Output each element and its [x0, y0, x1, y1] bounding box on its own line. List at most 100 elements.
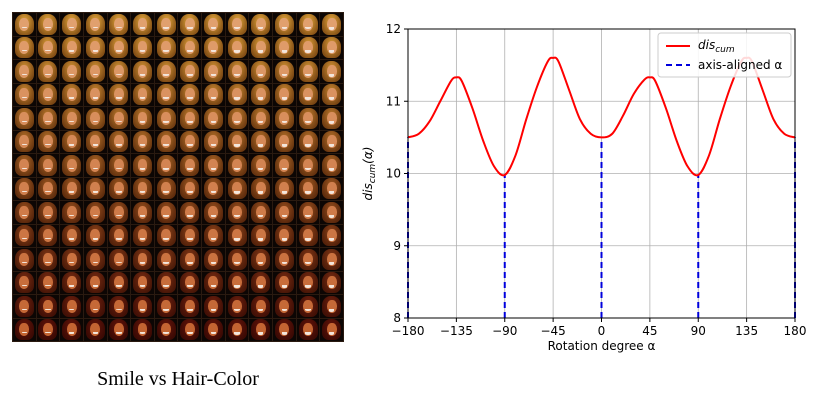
face-thumbnail [320, 154, 343, 177]
mouth [45, 332, 51, 334]
mouth [258, 191, 264, 194]
face-thumbnail [320, 130, 343, 153]
mouth [163, 285, 169, 288]
face [255, 323, 266, 337]
mouth [210, 50, 217, 53]
mouth [210, 167, 217, 170]
face [255, 299, 266, 313]
mouth [210, 97, 217, 100]
face-thumbnail [320, 107, 343, 130]
mouth [305, 50, 311, 53]
face-thumbnail [178, 201, 202, 224]
face-thumbnail [178, 295, 202, 318]
face-thumbnail [107, 318, 131, 341]
face [19, 229, 30, 243]
face-thumbnail [36, 83, 60, 106]
face-thumbnail [178, 107, 202, 130]
mouth [139, 214, 146, 217]
face [90, 17, 101, 31]
face-thumbnail [225, 60, 249, 83]
face-thumbnail [273, 60, 296, 83]
x-tick-label: −180 [392, 324, 425, 338]
mouth [281, 26, 288, 30]
x-tick-label: −90 [492, 324, 517, 338]
face [161, 276, 172, 290]
face-thumbnail [154, 248, 178, 271]
face-thumbnail [36, 224, 60, 247]
dis-cum-curve [407, 56, 796, 177]
mouth [163, 214, 169, 217]
mouth [281, 144, 288, 147]
face-thumbnail [273, 177, 296, 200]
mouth [258, 308, 264, 312]
mouth [163, 50, 169, 53]
face [113, 252, 124, 266]
face-thumbnail [60, 107, 83, 130]
face-thumbnail [296, 224, 320, 247]
face [90, 111, 101, 125]
face-thumbnail [202, 83, 225, 106]
mouth [328, 261, 335, 265]
face [184, 323, 195, 337]
mouth [21, 120, 28, 122]
face [208, 299, 219, 313]
mouth [210, 261, 217, 264]
mouth [305, 191, 311, 194]
mouth [21, 73, 28, 75]
face [255, 229, 266, 243]
face-thumbnail [60, 154, 83, 177]
face [90, 252, 101, 266]
face [208, 229, 219, 243]
face [19, 182, 30, 196]
mouth [234, 285, 240, 288]
mouth [305, 26, 311, 30]
mouth [187, 308, 193, 311]
mouth [45, 261, 51, 263]
mouth [21, 26, 28, 28]
mouth [234, 191, 240, 194]
face-thumbnail [178, 177, 202, 200]
mouth [92, 120, 98, 123]
grid-caption: Smile vs Hair-Color [97, 368, 259, 390]
mouth [139, 308, 146, 311]
face-thumbnail [178, 271, 202, 294]
face-thumbnail [225, 295, 249, 318]
face-thumbnail [273, 83, 296, 106]
face [19, 205, 30, 219]
face-thumbnail [249, 83, 273, 106]
mouth [139, 120, 146, 123]
face [208, 323, 219, 337]
face [303, 182, 313, 196]
mouth [210, 214, 217, 217]
mouth [328, 120, 335, 124]
face-thumbnail [320, 318, 343, 341]
face-thumbnail [320, 36, 343, 59]
mouth [187, 50, 193, 53]
face [208, 182, 219, 196]
face-thumbnail [320, 60, 343, 83]
face-thumbnail [178, 248, 202, 271]
face [90, 182, 101, 196]
mouth [21, 214, 28, 216]
face-thumbnail [60, 271, 83, 294]
face-thumbnail [107, 201, 131, 224]
y-axis-label-main: dis [361, 183, 375, 200]
face [137, 252, 148, 266]
face-thumbnail [36, 201, 60, 224]
face-thumbnail [202, 318, 225, 341]
face-thumbnail [131, 60, 154, 83]
mouth [163, 261, 169, 264]
face [161, 88, 172, 102]
face-thumbnail [178, 13, 202, 36]
mouth [139, 144, 146, 147]
face-thumbnail [13, 177, 36, 200]
mouth [234, 50, 240, 53]
face-thumbnail [202, 130, 225, 153]
mouth [210, 144, 217, 147]
face [66, 182, 77, 196]
face [42, 182, 53, 196]
face-thumbnail [296, 201, 320, 224]
face-thumbnail [320, 295, 343, 318]
face [184, 88, 195, 102]
y-tick-label: 10 [386, 167, 401, 181]
